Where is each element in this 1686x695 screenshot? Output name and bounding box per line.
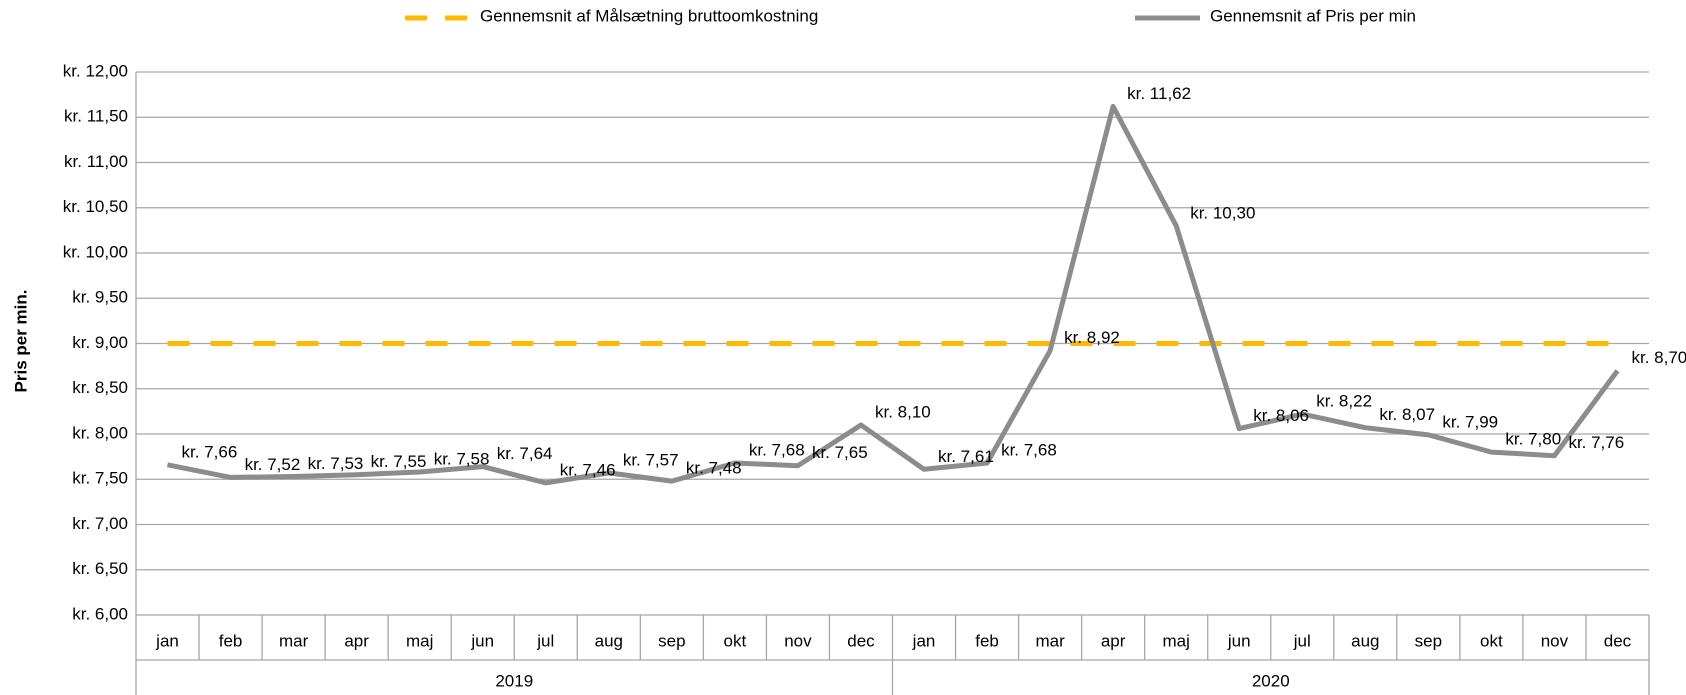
data-label: kr. 7,53 — [308, 454, 364, 473]
x-tick-label: jan — [155, 631, 179, 650]
group-label: 2020 — [1252, 671, 1290, 690]
data-label: kr. 7,61 — [938, 447, 994, 466]
data-label: kr. 8,10 — [875, 402, 931, 421]
legend-label: Gennemsnit af Målsætning bruttoomkostnin… — [480, 6, 818, 25]
data-label: kr. 7,76 — [1568, 433, 1624, 452]
x-tick-label: maj — [1162, 631, 1189, 650]
data-label: kr. 11,62 — [1127, 84, 1191, 103]
legend-label: Gennemsnit af Pris per min — [1210, 6, 1416, 25]
x-tick-label: dec — [847, 631, 875, 650]
y-tick-label: kr. 7,50 — [72, 469, 128, 488]
y-tick-label: kr. 11,00 — [64, 152, 128, 171]
data-label: kr. 8,07 — [1379, 405, 1435, 424]
data-label: kr. 7,64 — [497, 444, 553, 463]
x-tick-label: aug — [1351, 631, 1379, 650]
series-line — [167, 103, 1620, 486]
y-tick-label: kr. 6,50 — [72, 559, 128, 578]
x-tick-label: okt — [724, 631, 747, 650]
x-tick-label: apr — [1101, 631, 1126, 650]
data-label: kr. 7,66 — [182, 442, 238, 461]
data-label: kr. 7,65 — [812, 443, 868, 462]
x-tick-label: jul — [536, 631, 554, 650]
data-label: kr. 7,57 — [623, 450, 679, 469]
data-label: kr. 7,58 — [434, 449, 490, 468]
data-label: kr. 7,68 — [1001, 440, 1057, 459]
x-tick-label: jul — [1293, 631, 1311, 650]
y-tick-label: kr. 8,00 — [72, 423, 128, 442]
x-tick-label: feb — [219, 631, 243, 650]
x-tick-label: nov — [784, 631, 812, 650]
y-tick-label: kr. 9,00 — [72, 333, 128, 352]
data-label: kr. 7,68 — [749, 440, 805, 459]
data-label: kr. 7,48 — [686, 459, 742, 478]
data-label: kr. 7,55 — [371, 452, 427, 471]
x-tick-label: aug — [595, 631, 623, 650]
data-label: kr. 7,80 — [1505, 430, 1561, 449]
y-axis-title: Pris per min. — [11, 290, 30, 393]
data-label: kr. 7,46 — [560, 460, 616, 479]
x-tick-label: sep — [658, 631, 685, 650]
y-tick-label: kr. 6,00 — [72, 604, 128, 623]
x-tick-label: jan — [912, 631, 936, 650]
y-tick-label: kr. 10,50 — [63, 197, 128, 216]
group-label: 2019 — [495, 671, 533, 690]
y-tick-label: kr. 8,50 — [72, 378, 128, 397]
x-tick-label: dec — [1604, 631, 1632, 650]
data-label: kr. 8,92 — [1064, 328, 1120, 347]
x-tick-label: jun — [470, 631, 494, 650]
y-tick-label: kr. 10,00 — [63, 242, 128, 261]
data-label: kr. 10,30 — [1190, 203, 1255, 222]
data-label: kr. 7,52 — [245, 455, 301, 474]
y-tick-label: kr. 7,00 — [72, 514, 128, 533]
x-tick-label: mar — [1035, 631, 1065, 650]
x-tick-label: maj — [406, 631, 433, 650]
x-tick-label: apr — [344, 631, 369, 650]
y-tick-label: kr. 9,50 — [72, 288, 128, 307]
x-tick-label: mar — [279, 631, 309, 650]
y-tick-label: kr. 11,50 — [64, 107, 128, 126]
x-tick-label: nov — [1541, 631, 1569, 650]
x-tick-label: sep — [1415, 631, 1442, 650]
data-label: kr. 8,06 — [1253, 406, 1309, 425]
y-tick-label: kr. 12,00 — [63, 61, 128, 80]
x-tick-label: feb — [975, 631, 999, 650]
data-label: kr. 7,99 — [1442, 412, 1498, 431]
x-tick-label: jun — [1227, 631, 1251, 650]
x-tick-label: okt — [1480, 631, 1503, 650]
data-label: kr. 8,70 — [1631, 348, 1686, 367]
data-label: kr. 8,22 — [1316, 392, 1372, 411]
